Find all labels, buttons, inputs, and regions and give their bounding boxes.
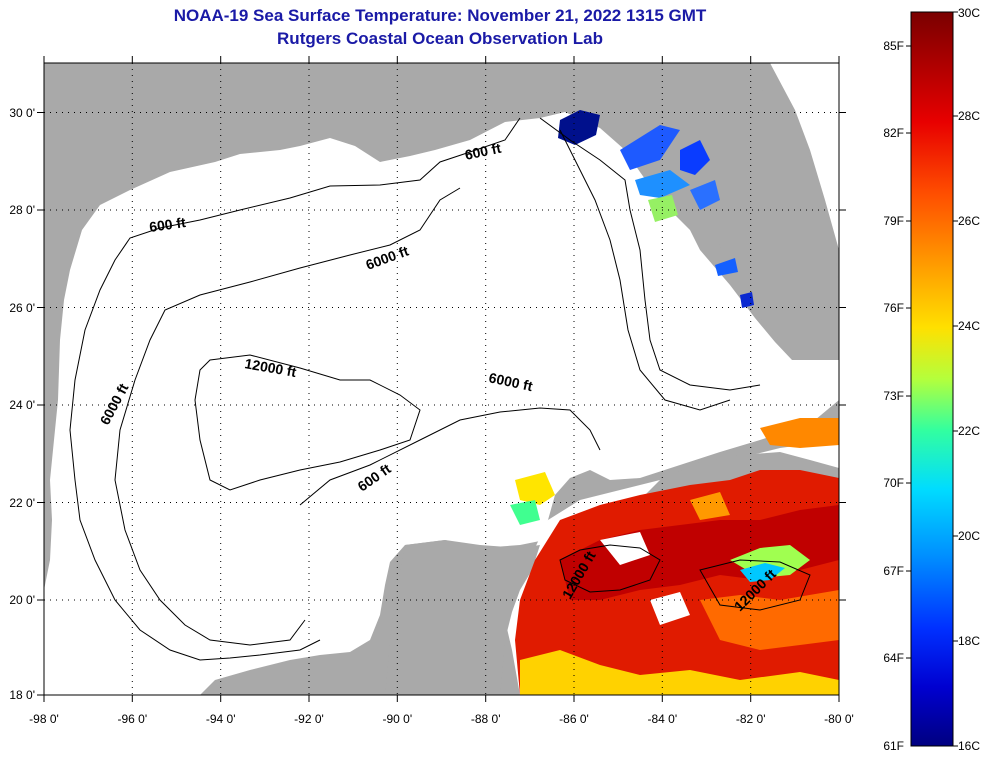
colorbar-c-label: 20C bbox=[958, 529, 980, 543]
colorbar-f-label: 73F bbox=[883, 389, 904, 403]
y-axis-labels: 30 0' 28 0' 26 0' 24 0' 22 0' 20 0' 18 0… bbox=[9, 106, 35, 702]
colorbar-c-label: 18C bbox=[958, 634, 980, 648]
colorbar-f-label: 61F bbox=[883, 739, 904, 753]
y-tick-label: 20 0' bbox=[9, 593, 35, 607]
axis-ticks bbox=[37, 56, 846, 702]
colorbar-ticks bbox=[906, 11, 958, 747]
y-tick-label: 22 0' bbox=[9, 496, 35, 510]
colorbar-f-label: 67F bbox=[883, 564, 904, 578]
gulf-water bbox=[44, 112, 839, 695]
x-tick-label: -84 0' bbox=[647, 712, 677, 726]
colorbar-f-label: 70F bbox=[883, 476, 904, 490]
colorbar-f-label: 79F bbox=[883, 214, 904, 228]
colorbar-c-label: 30C bbox=[958, 6, 980, 20]
y-tick-label: 28 0' bbox=[9, 203, 35, 217]
y-tick-label: 30 0' bbox=[9, 106, 35, 120]
x-tick-label: -94 0' bbox=[206, 712, 236, 726]
colorbar-f-label: 64F bbox=[883, 651, 904, 665]
atlantic-water bbox=[770, 63, 839, 250]
colorbar-f-label: 85F bbox=[883, 39, 904, 53]
x-tick-label: -82 0' bbox=[736, 712, 766, 726]
sst-warm-pool bbox=[510, 418, 839, 695]
contour-label: 600 ft bbox=[148, 214, 187, 235]
colorbar-fahrenheit-labels: 85F 82F 79F 76F 73F 70F 67F 64F 61F bbox=[883, 39, 904, 753]
graticule bbox=[44, 63, 839, 695]
x-tick-label: -92 0' bbox=[294, 712, 324, 726]
colorbar-c-label: 26C bbox=[958, 214, 980, 228]
colorbar-f-label: 82F bbox=[883, 126, 904, 140]
colorbar-c-label: 16C bbox=[958, 739, 980, 753]
colorbar-f-label: 76F bbox=[883, 301, 904, 315]
colorbar-c-label: 22C bbox=[958, 424, 980, 438]
yucatan-landmass bbox=[385, 540, 540, 695]
bathymetry-contours bbox=[69, 117, 811, 661]
x-tick-label: -90 0' bbox=[382, 712, 412, 726]
florida-landmass bbox=[700, 90, 839, 360]
contour-label: 600 ft bbox=[463, 140, 502, 163]
colorbar-c-label: 28C bbox=[958, 109, 980, 123]
x-tick-label: -96 0' bbox=[117, 712, 147, 726]
x-tick-label: -98 0' bbox=[29, 712, 59, 726]
map-subtitle: Rutgers Coastal Ocean Observation Lab bbox=[277, 29, 603, 48]
x-tick-label: -88 0' bbox=[471, 712, 501, 726]
y-tick-label: 24 0' bbox=[9, 398, 35, 412]
y-tick-label: 26 0' bbox=[9, 301, 35, 315]
colorbar-celsius-labels: 30C 28C 26C 24C 22C 20C 18C 16C bbox=[958, 6, 980, 753]
y-tick-label: 18 0' bbox=[9, 688, 35, 702]
x-tick-label: -80 0' bbox=[824, 712, 854, 726]
x-tick-label: -86 0' bbox=[559, 712, 589, 726]
map-title: NOAA-19 Sea Surface Temperature: Novembe… bbox=[173, 6, 707, 25]
x-axis-labels: -98 0' -96 0' -94 0' -92 0' -90 0' -88 0… bbox=[29, 712, 854, 726]
map-frame bbox=[43, 62, 840, 696]
colorbar-c-label: 24C bbox=[958, 319, 980, 333]
colorbar bbox=[910, 11, 954, 747]
